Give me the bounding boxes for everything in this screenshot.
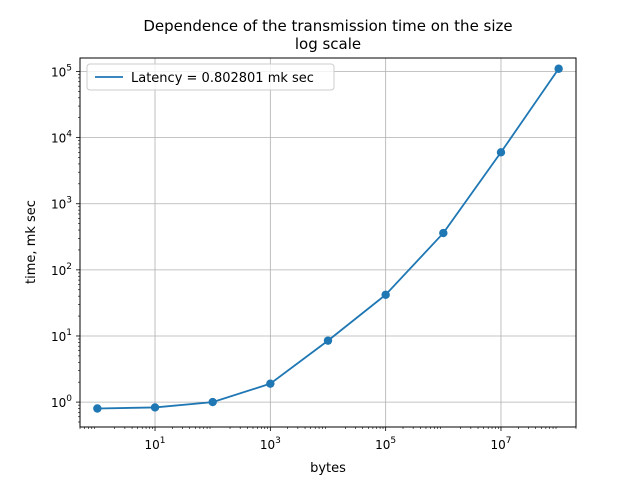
data-point [496, 148, 506, 157]
legend-box [86, 63, 335, 91]
series-layer [93, 64, 563, 413]
y-tick-label: 100 [51, 394, 72, 410]
plot-frame [79, 57, 577, 428]
data-point [266, 379, 275, 388]
data-point [150, 403, 160, 412]
chart-title: Dependence of the transmission time on t… [143, 17, 512, 35]
y-axis-label: time, mk sec [24, 200, 39, 284]
chart-subtitle: log scale [295, 35, 361, 53]
x-tick-label: 103 [260, 436, 281, 452]
y-tick-label: 103 [51, 196, 72, 212]
x-tick-label: 101 [145, 436, 166, 452]
x-tick-label: 107 [490, 436, 511, 452]
y-tick-label: 104 [51, 130, 72, 146]
y-tick-label: 101 [51, 328, 72, 344]
data-point [93, 404, 102, 413]
legend: Latency = 0.802801 mk sec [86, 63, 335, 91]
data-point [323, 336, 333, 345]
legend-series-label: Latency = 0.802801 mk sec [131, 71, 314, 86]
y-tick-label: 102 [51, 262, 72, 278]
y-tick-label: 105 [51, 63, 72, 79]
x-axis-label: bytes [310, 461, 346, 476]
data-point [208, 397, 217, 407]
data-point [439, 228, 448, 238]
data-point [381, 290, 390, 299]
x-tick-label: 105 [375, 436, 396, 452]
data-point [554, 64, 563, 73]
